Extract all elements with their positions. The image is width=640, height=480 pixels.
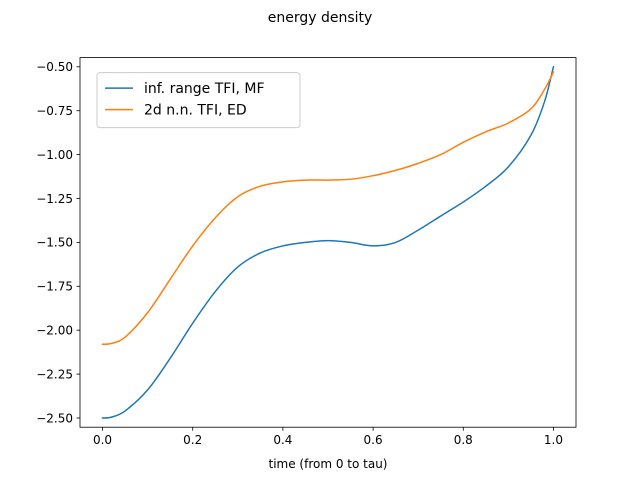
x-tick-label: 0.0 [93,433,112,447]
y-tick-label: −2.00 [36,323,73,337]
series-line-1 [101,65,555,419]
y-tick-label: −0.50 [36,60,73,74]
x-tick-label: 0.2 [183,433,202,447]
x-tick-label: 1.0 [544,433,563,447]
chart-title: energy density [268,10,373,26]
y-tick-label: −1.50 [36,236,73,250]
y-tick-label: −1.00 [36,148,73,162]
y-tick-label: −2.25 [36,367,73,381]
legend-label: 2d n.n. TFI, ED [144,103,247,119]
series-line-2 [101,71,555,346]
y-tick-label: −1.75 [36,280,73,294]
legend-label: inf. range TFI, MF [144,81,265,97]
y-tick-label: −2.50 [36,411,73,425]
series-layer [101,65,555,419]
legend-box [96,72,301,129]
x-axis-label: time (from 0 to tau) [268,457,387,471]
legend: inf. range TFI, MF 2d n.n. TFI, ED [96,72,301,129]
x-tick-label: 0.8 [454,433,473,447]
y-tick-label: −1.25 [36,192,73,206]
x-tick-label: 0.4 [273,433,292,447]
y-tick-label: −0.75 [36,104,73,118]
x-tick-label: 0.6 [364,433,383,447]
axes-layer: 0.0 0.2 0.4 0.6 0.8 1.0 −2.50 −2.25 −2.00 −1.75 −1… [36,57,577,447]
